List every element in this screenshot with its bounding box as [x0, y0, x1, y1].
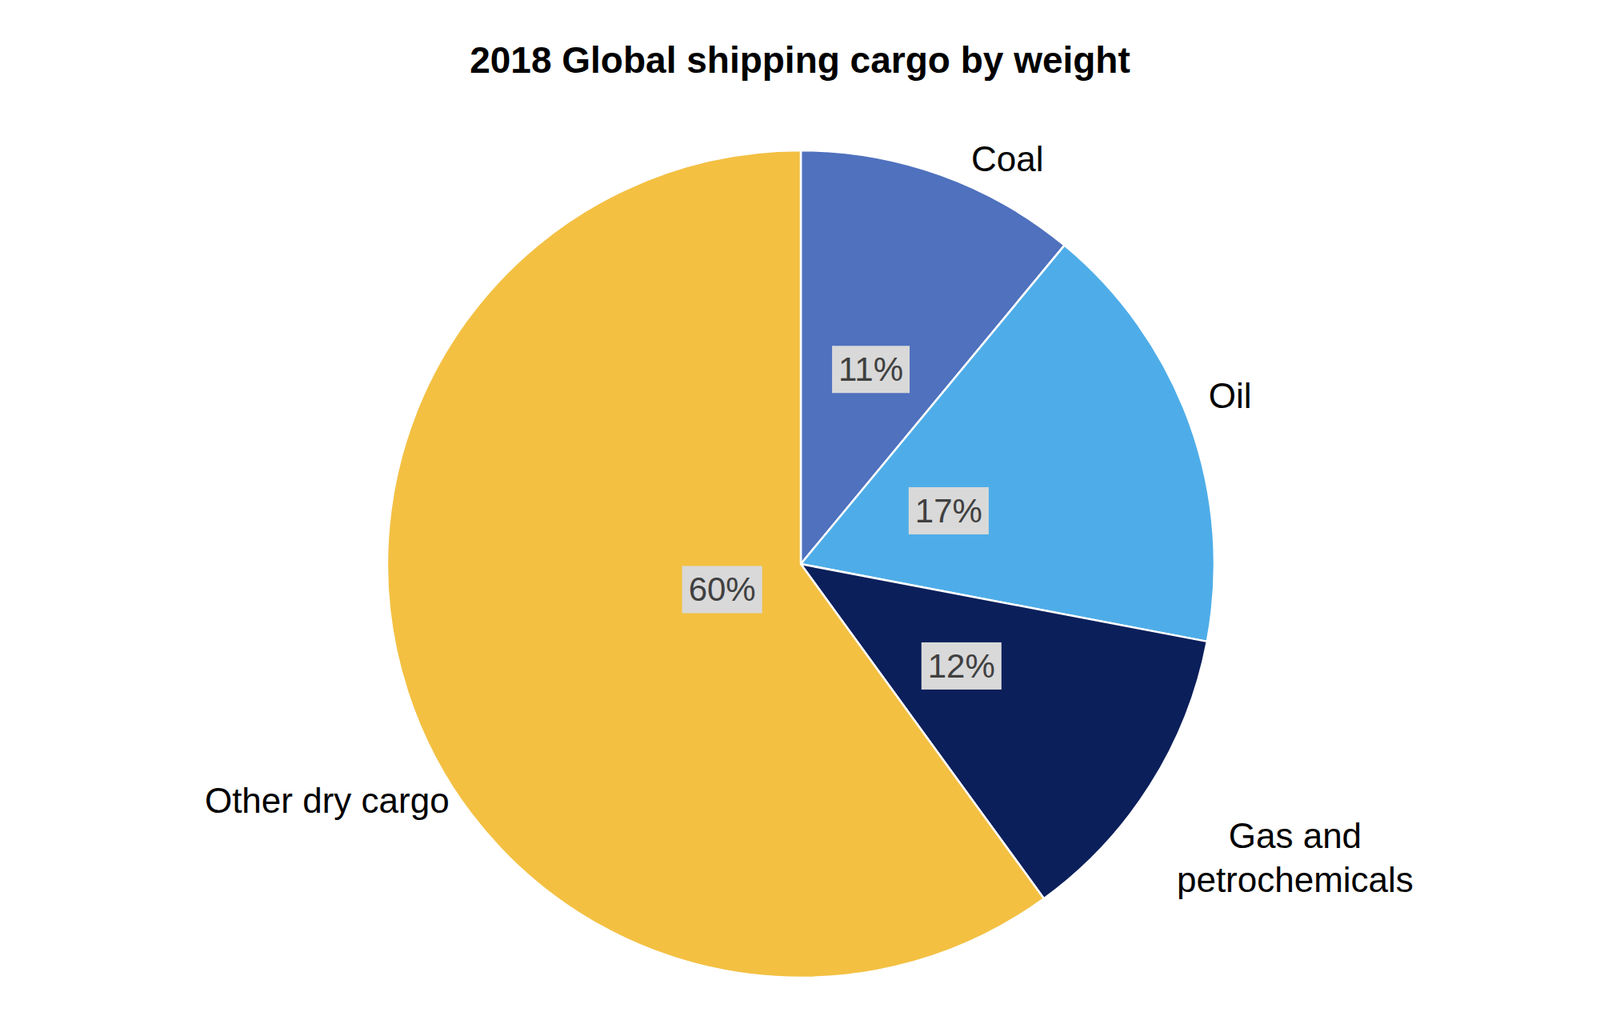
category-label-line: Gas and	[1228, 816, 1362, 856]
category-label-line: petrochemicals	[1176, 860, 1414, 900]
data-label: 17%	[915, 492, 983, 530]
category-label-line: Oil	[1208, 376, 1252, 416]
pie	[387, 150, 1215, 978]
data-label: 60%	[688, 570, 756, 608]
data-label: 11%	[838, 350, 904, 388]
data-labels: 11% 17% 12% 60%	[682, 345, 1002, 690]
data-label-group: 12%	[921, 642, 1002, 690]
category-labels: Coal Oil Gas andpetrochemicals Other dry ca…	[204, 139, 1414, 900]
pie-slice	[387, 150, 1044, 978]
title: 2018 Global shipping cargo by weight	[469, 39, 1131, 81]
data-label-group: 11%	[832, 345, 910, 393]
data-label-group: 17%	[908, 487, 989, 535]
chart: 2018 Global shipping cargo by weight11%1…	[0, 0, 1600, 1036]
category-label-line: Other dry cargo	[204, 780, 450, 820]
data-label-box	[682, 565, 763, 613]
data-label-box	[921, 642, 1002, 690]
category-label: Coal	[971, 139, 1044, 179]
background	[0, 0, 1600, 1036]
data-label-group: 60%	[682, 565, 763, 613]
data-label: 12%	[928, 647, 996, 685]
data-label-box	[908, 487, 989, 535]
category-label-line: Coal	[971, 139, 1044, 179]
category-label: Gas andpetrochemicals	[1176, 816, 1414, 900]
category-label: Other dry cargo	[204, 780, 450, 820]
data-label-box	[832, 345, 910, 393]
category-label: Oil	[1208, 376, 1252, 416]
